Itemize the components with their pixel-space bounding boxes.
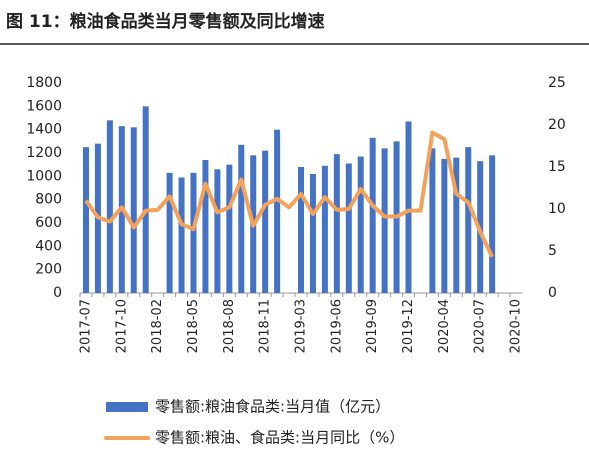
bar	[214, 169, 221, 293]
bar	[106, 120, 113, 293]
y-tick-label: 0	[53, 285, 62, 301]
legend-swatch	[106, 402, 148, 412]
bar	[345, 163, 352, 293]
bar	[405, 121, 412, 293]
x-tick-label: 2019-12	[401, 299, 416, 353]
bar	[321, 165, 328, 293]
y2-tick-label: 20	[548, 117, 566, 133]
bar	[274, 129, 281, 293]
bar	[130, 127, 137, 293]
x-tick-label: 2020-10	[509, 299, 524, 353]
x-tick-label: 2018-08	[222, 299, 237, 353]
bar	[82, 147, 89, 293]
bar	[202, 160, 209, 293]
legend-label: 零售额:粮油、食品类:当月同比（%）	[155, 429, 404, 447]
y-tick-label: 1800	[26, 75, 62, 91]
y-tick-label: 1200	[26, 145, 62, 161]
bar	[238, 144, 245, 293]
bar	[381, 148, 388, 293]
x-tick-label: 2020-04	[437, 299, 452, 353]
y-tick-label: 1600	[26, 98, 62, 114]
bar	[441, 158, 448, 293]
x-tick-label: 2019-09	[365, 299, 380, 353]
chart-title: 图 11：粮油食品类当月零售额及同比增速	[6, 11, 325, 32]
x-tick-label: 2019-03	[294, 299, 309, 353]
y2-tick-label: 0	[548, 285, 557, 301]
bar	[429, 148, 436, 293]
y-tick-label: 800	[35, 192, 62, 208]
y-tick-label: 400	[35, 238, 62, 254]
y2-tick-label: 10	[548, 201, 566, 217]
x-tick-label: 2020-07	[473, 299, 488, 353]
x-tick-label: 2018-11	[258, 299, 273, 353]
bar	[489, 155, 496, 293]
bar	[226, 164, 233, 293]
x-tick-label: 2019-06	[329, 299, 344, 353]
bar	[309, 174, 316, 293]
bar	[142, 106, 149, 293]
bar	[262, 150, 269, 293]
y-tick-label: 200	[35, 262, 62, 278]
x-tick-label: 2018-05	[186, 299, 201, 353]
y2-tick-label: 5	[548, 243, 557, 259]
y-tick-label: 600	[35, 215, 62, 231]
bar	[453, 157, 460, 293]
bar	[465, 147, 472, 293]
y-tick-label: 1400	[26, 122, 62, 138]
bar	[357, 156, 364, 293]
bar	[190, 172, 197, 293]
bar	[178, 177, 185, 293]
x-tick-label: 2017-07	[78, 299, 93, 353]
y2-tick-label: 25	[548, 75, 566, 91]
bar	[166, 172, 173, 293]
x-tick-label: 2018-02	[150, 299, 165, 353]
x-tick-label: 2017-10	[114, 299, 129, 353]
legend-label: 零售额:粮油食品类:当月值（亿元）	[155, 398, 390, 416]
y2-tick-label: 15	[548, 159, 566, 175]
bar	[298, 167, 304, 293]
line	[84, 130, 494, 258]
bar	[333, 154, 340, 293]
bar	[369, 137, 376, 293]
y-tick-label: 1000	[26, 168, 62, 184]
